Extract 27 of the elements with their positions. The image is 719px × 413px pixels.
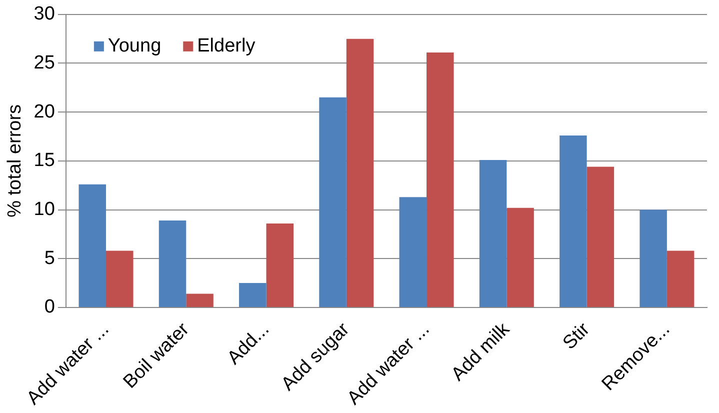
bar — [186, 294, 214, 307]
bar — [586, 166, 614, 307]
bar — [346, 38, 374, 307]
y-tick-label: 30 — [34, 4, 55, 25]
legend-label: Young — [108, 36, 162, 57]
x-tick-label: Stir — [559, 318, 595, 354]
bar — [106, 250, 134, 307]
bar — [319, 97, 346, 307]
bar — [506, 208, 534, 307]
bar — [78, 184, 106, 307]
y-tick-label: 15 — [34, 150, 55, 172]
y-tick-label: 25 — [34, 52, 55, 74]
bar — [666, 250, 694, 307]
bar — [640, 210, 667, 307]
bar — [239, 283, 266, 307]
y-tick-label: 10 — [34, 199, 55, 220]
bar — [560, 136, 587, 307]
y-tick-label: 0 — [44, 296, 55, 318]
y-tick-label: 5 — [44, 248, 55, 269]
bar — [479, 160, 507, 307]
bar — [426, 52, 454, 307]
bar — [158, 220, 186, 307]
y-axis-title: % total errors — [4, 104, 26, 218]
bar — [399, 197, 427, 307]
bar — [266, 223, 294, 307]
legend-label: Elderly — [197, 36, 256, 57]
y-tick-label: 20 — [34, 101, 55, 122]
